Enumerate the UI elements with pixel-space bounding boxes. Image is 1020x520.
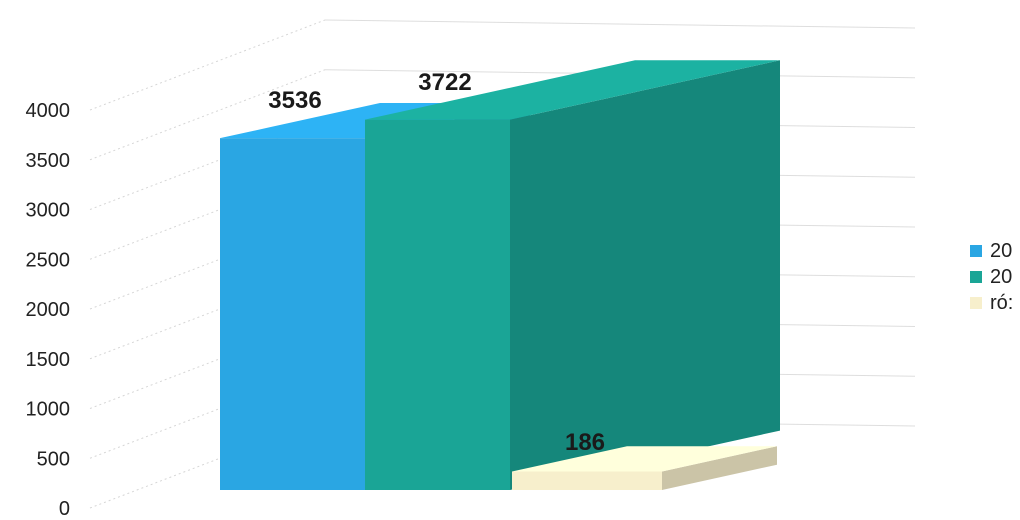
y-tick-label-0: 0	[59, 498, 70, 520]
legend-item-2: 20	[970, 264, 1020, 290]
y-tick-label-2: 1000	[26, 399, 71, 421]
data-label-3: 186	[565, 429, 605, 456]
bar-2-top	[365, 60, 780, 120]
data-label-1: 3536	[268, 87, 321, 114]
y-tick-label-8: 4000	[26, 100, 71, 122]
y-tick-label-3: 1500	[26, 349, 71, 371]
legend-label-3: ró:	[990, 291, 1014, 314]
y-tick-label-5: 2500	[26, 249, 71, 271]
grid-line-diag-2	[89, 318, 326, 409]
grid-line-diag-0	[89, 417, 326, 509]
y-tick-label-1: 500	[37, 448, 70, 470]
legend-swatch-1	[970, 245, 982, 257]
grid-line-diag-5	[89, 168, 326, 260]
legend-item-3: ró:	[970, 290, 1020, 316]
y-tick-label-6: 3000	[26, 200, 71, 222]
legend-swatch-3	[970, 297, 982, 309]
grid-line-diag-7	[89, 69, 326, 161]
y-tick-label-7: 3500	[26, 150, 71, 172]
legend: 20 20 ró:	[970, 238, 1020, 316]
bar-2-front	[365, 119, 510, 490]
bar-3-front	[512, 471, 662, 490]
bars	[220, 60, 780, 491]
y-tick-label-4: 2000	[26, 299, 71, 321]
grid-line-diag-8	[89, 19, 326, 111]
grid-line-diag-4	[89, 218, 326, 310]
grid-line-back-8	[324, 19, 916, 29]
bar-2-side	[510, 60, 780, 491]
bar-3	[512, 446, 777, 490]
grid-line-diag-3	[89, 268, 326, 360]
legend-swatch-2	[970, 271, 982, 283]
legend-label-2: 20	[990, 265, 1013, 288]
grid-line-diag-6	[89, 119, 326, 210]
legend-label-1: 20	[990, 239, 1013, 262]
legend-item-1: 20	[970, 238, 1020, 264]
data-labels: 3536 3722 186	[268, 69, 605, 456]
bar-2	[365, 60, 780, 491]
bar-1-front	[220, 138, 370, 490]
data-label-2: 3722	[418, 69, 471, 96]
grid-line-diag-1	[89, 367, 326, 459]
bar-3-top	[512, 446, 777, 472]
bar-3-side	[662, 446, 777, 490]
y-axis-ticks: 0 500 1000 1500 2000 2500 3000 3500 4000	[26, 100, 71, 520]
